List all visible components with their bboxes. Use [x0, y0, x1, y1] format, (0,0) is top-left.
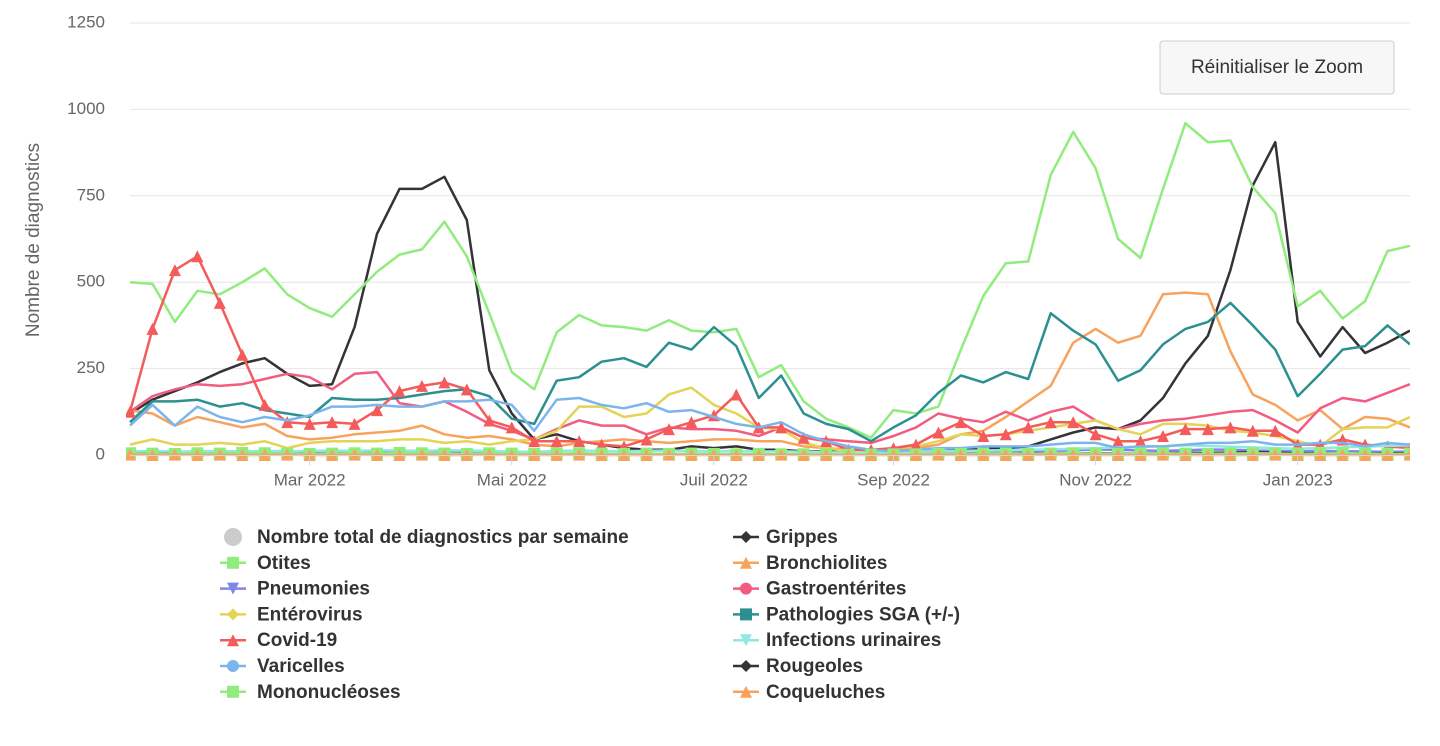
- series-marker: [1090, 428, 1102, 440]
- series-marker: [730, 389, 742, 401]
- series-marker: [214, 297, 226, 309]
- legend-label: Bronchiolites: [766, 553, 887, 574]
- legend-label: Mononucléoses: [257, 682, 401, 703]
- legend-label: Rougeoles: [766, 656, 863, 677]
- legend-symbol: [227, 686, 239, 698]
- y-tick-label: 750: [77, 185, 105, 204]
- series-marker: [259, 399, 271, 411]
- y-tick-label: 500: [77, 272, 105, 291]
- series-marker: [932, 427, 944, 439]
- legend-label: Entérovirus: [257, 604, 363, 625]
- x-tick-label: Jan 2023: [1263, 470, 1333, 489]
- series-line: [130, 256, 1410, 450]
- y-tick-label: 250: [77, 358, 105, 377]
- series-marker: [169, 264, 181, 276]
- legend-label: Pneumonies: [257, 579, 370, 600]
- legend-label: Nombre total de diagnostics par semaine: [257, 527, 629, 548]
- legend-label: Otites: [257, 553, 311, 574]
- legend-symbol: [227, 608, 239, 620]
- y-tick-label: 1000: [67, 99, 105, 118]
- legend-symbol: [227, 660, 239, 672]
- series-line: [130, 123, 1410, 438]
- legend-label: Infections urinaires: [766, 630, 941, 651]
- y-axis-title: Nombre de diagnostics: [23, 143, 44, 337]
- series-marker: [191, 250, 203, 262]
- legend-symbol: [224, 528, 242, 546]
- legend-label: Gastroentérites: [766, 579, 906, 600]
- plot-area: [124, 123, 1416, 461]
- legend-symbol: [740, 531, 752, 543]
- x-tick-label: Mai 2022: [477, 470, 547, 489]
- y-tick-label: 1250: [67, 12, 105, 31]
- x-tick-label: Juil 2022: [680, 470, 748, 489]
- series-marker: [146, 323, 158, 335]
- reset-zoom-label[interactable]: Réinitialiser le Zoom: [1191, 57, 1363, 78]
- legend-label: Pathologies SGA (+/-): [766, 604, 960, 625]
- series-marker: [236, 349, 248, 361]
- reset-zoom[interactable]: Réinitialiser le Zoom: [1160, 41, 1394, 94]
- x-tick-label: Sep 2022: [857, 470, 930, 489]
- x-tick-label: Mar 2022: [274, 470, 346, 489]
- legend-symbol: [740, 660, 752, 672]
- legend-label: Grippes: [766, 527, 838, 548]
- legend: Nombre total de diagnostics par semaine G…: [220, 527, 960, 703]
- legend-symbol: [740, 608, 752, 620]
- legend-label: Coqueluches: [766, 682, 885, 703]
- legend-label: Covid-19: [257, 630, 337, 651]
- y-tick-label: 0: [96, 444, 105, 463]
- legend-label: Varicelles: [257, 656, 345, 677]
- x-tick-label: Nov 2022: [1059, 470, 1132, 489]
- legend-symbol: [227, 557, 239, 569]
- legend-symbol: [740, 583, 752, 595]
- x-axis: Mar 2022 Mai 2022 Juil 2022 Sep 2022 Nov 202…: [130, 455, 1410, 489]
